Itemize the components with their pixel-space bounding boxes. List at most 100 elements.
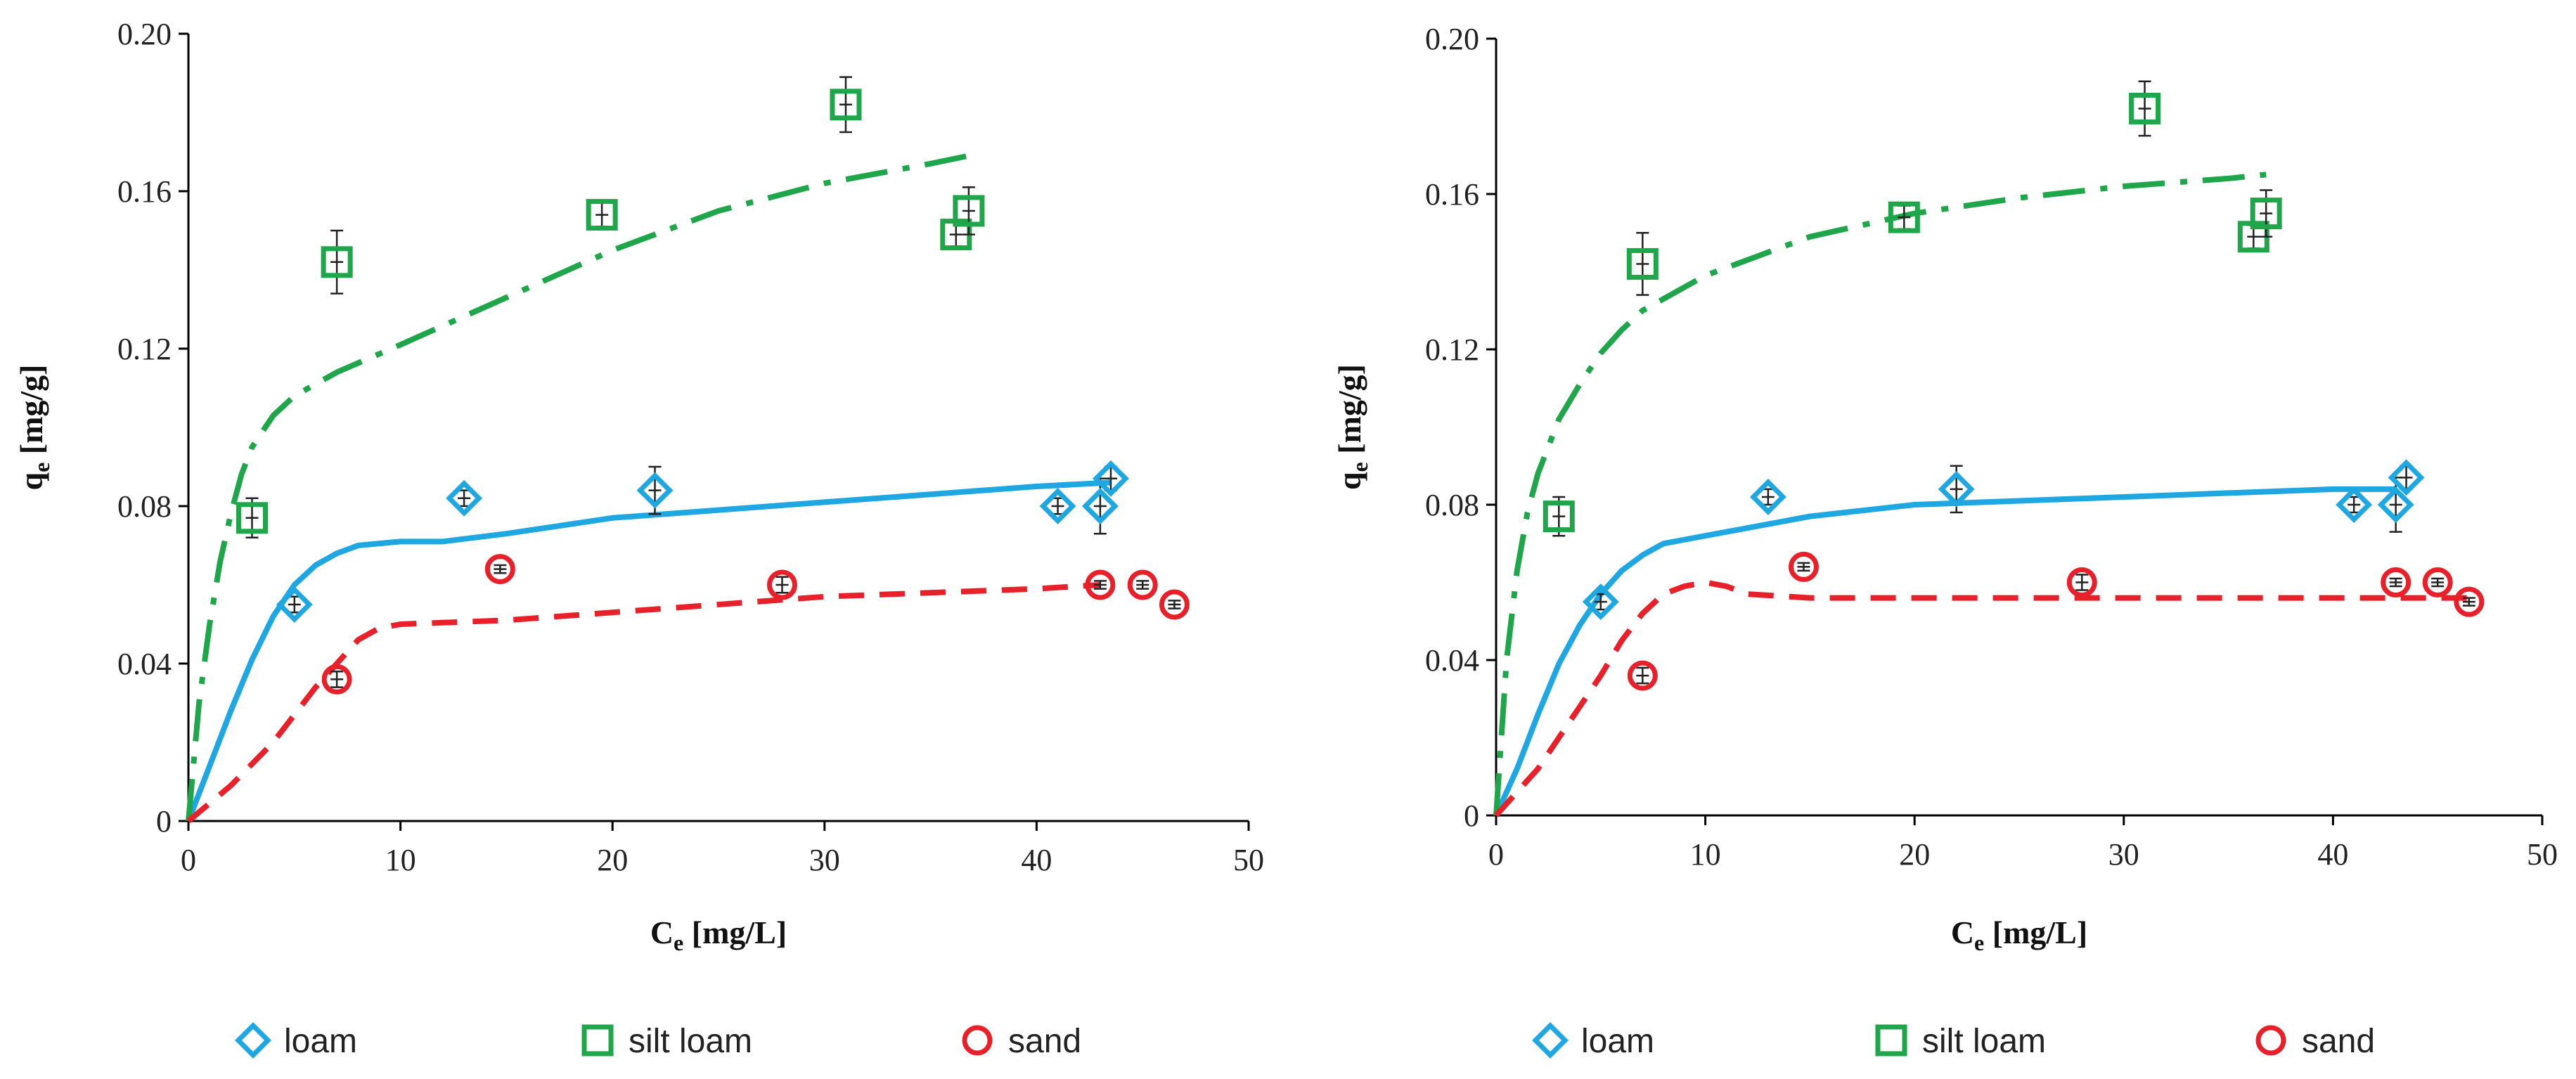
loam-data-point xyxy=(1093,460,1129,497)
loam-data-point xyxy=(636,472,674,509)
legend-item-sand: sand xyxy=(962,1023,1081,1060)
legend-marker-circle xyxy=(2255,1025,2286,1056)
sand-data-point xyxy=(484,554,515,585)
error-bar xyxy=(2075,574,2089,591)
error-bar xyxy=(595,202,609,228)
silt-loam-data-point xyxy=(830,89,862,121)
sand-data-point xyxy=(1159,589,1190,620)
legend-marker-circle xyxy=(962,1025,993,1056)
error-bar xyxy=(1636,232,1649,296)
y-tick-label: 0.16 xyxy=(1425,177,1479,212)
loam-data-point xyxy=(2388,459,2425,496)
error-bar xyxy=(1797,562,1810,572)
x-tick-label: 50 xyxy=(2527,837,2558,872)
silt-loam-data-point xyxy=(586,199,618,231)
y-tick-label: 0 xyxy=(1464,799,1479,833)
error-bar xyxy=(330,229,344,295)
legend-item-loam: loam xyxy=(235,1022,357,1060)
legend-marker-square xyxy=(1875,1024,1907,1057)
legend-label: loam xyxy=(284,1023,357,1060)
y-tick-label: 0.12 xyxy=(1425,332,1479,367)
y-axis-title: qe [mg/g] xyxy=(1332,364,1372,490)
sand-data-point xyxy=(766,569,797,600)
error-bar xyxy=(1093,477,1107,535)
silt-loam-data-point xyxy=(953,195,985,227)
sand-data-point xyxy=(2422,567,2453,597)
legend-item-silt-loam: silt loam xyxy=(1875,1023,2046,1060)
error-bar xyxy=(2348,496,2361,514)
silt-loam-data-point xyxy=(2129,92,2161,124)
x-tick-label: 0 xyxy=(1488,837,1504,872)
legend-marker-diamond xyxy=(235,1022,271,1059)
loam-data-point xyxy=(2336,486,2373,523)
legend-label: sand xyxy=(1008,1023,1081,1060)
legend-label: silt loam xyxy=(1922,1023,2046,1060)
error-bar xyxy=(839,76,852,134)
y-axis-title: qe [mg/g] xyxy=(13,364,54,490)
error-bar xyxy=(1761,488,1775,506)
legend-label: sand xyxy=(2302,1023,2375,1060)
x-tick-label: 40 xyxy=(1021,843,1052,877)
y-tick-label: 0.12 xyxy=(117,332,172,366)
silt-loam-data-point xyxy=(1888,201,1920,233)
x-tick-label: 20 xyxy=(597,843,628,877)
silt-loam-fit-curve xyxy=(186,153,970,822)
legend-label: silt loam xyxy=(629,1023,752,1060)
legend-marker-diamond xyxy=(1532,1022,1569,1059)
silt-loam-data-point xyxy=(2250,198,2282,230)
legend-item-silt-loam: silt loam xyxy=(581,1023,752,1060)
y-tick-label: 0.08 xyxy=(1425,488,1479,522)
error-bar xyxy=(1898,205,1911,230)
x-tick-label: 50 xyxy=(1233,843,1264,877)
x-axis-title: Ce [mg/L] xyxy=(1951,915,2087,955)
error-bar xyxy=(2389,577,2402,588)
loam-data-point xyxy=(276,586,313,623)
y-tick-label: 0.16 xyxy=(117,174,172,209)
y-tick-label: 0.04 xyxy=(117,647,172,681)
x-axis-title: Ce [mg/L] xyxy=(650,915,787,955)
x-tick-label: 10 xyxy=(1690,837,1721,872)
x-tick-label: 10 xyxy=(385,843,416,877)
error-bar xyxy=(1093,580,1107,590)
error-bar xyxy=(330,670,344,688)
y-tick-label: 0.20 xyxy=(117,17,172,51)
loam-data-point xyxy=(1039,488,1076,524)
error-bar xyxy=(2431,577,2445,588)
x-tick-label: 20 xyxy=(1899,837,1930,872)
sand-data-point xyxy=(321,664,352,694)
loam-fit-curve xyxy=(186,479,1112,822)
error-bar xyxy=(775,576,789,594)
error-bar xyxy=(288,595,301,614)
sand-fit-curve xyxy=(186,582,1101,824)
sand-fit-curve xyxy=(1494,579,2469,818)
silt-loam-data-point xyxy=(321,246,353,278)
y-tick-label: 0.20 xyxy=(1425,22,1479,56)
loam-data-point xyxy=(2377,486,2414,523)
x-tick-label: 30 xyxy=(2108,837,2139,872)
error-bar xyxy=(2260,189,2273,238)
left-chart-panel: 0 0.04 0.08 0.12 0.16 0.20 0 10 20 30 40 50 Ce [mg/L… xyxy=(13,17,1264,1060)
silt-loam-data-point xyxy=(1626,247,1659,280)
error-bar xyxy=(494,564,507,574)
silt-loam-fit-curve xyxy=(1493,172,2267,816)
loam-fit-curve xyxy=(1493,486,2396,817)
sand-data-point xyxy=(2454,586,2485,617)
error-bar xyxy=(1636,666,1649,685)
error-bar xyxy=(458,489,471,508)
legend-marker-square xyxy=(581,1024,614,1057)
y-tick-label: 0.08 xyxy=(117,489,172,524)
sand-data-point xyxy=(2066,567,2097,597)
error-bar xyxy=(2138,80,2151,137)
sand-data-point xyxy=(1788,551,1819,582)
loam-data-point xyxy=(1081,488,1119,524)
loam-data-point xyxy=(1938,470,1975,508)
sand-data-point xyxy=(1085,569,1116,600)
y-tick-label: 0.04 xyxy=(1425,643,1479,678)
x-tick-label: 30 xyxy=(809,843,840,877)
sand-data-point xyxy=(1627,660,1658,691)
legend-label: loam xyxy=(1581,1023,1654,1060)
right-chart-panel: 0 0.04 0.08 0.12 0.16 0.20 0 10 20 30 40 50 Ce [mg/L… xyxy=(1332,22,2558,1060)
legend-item-loam: loam xyxy=(1532,1022,1654,1060)
sand-data-point xyxy=(2381,567,2411,597)
